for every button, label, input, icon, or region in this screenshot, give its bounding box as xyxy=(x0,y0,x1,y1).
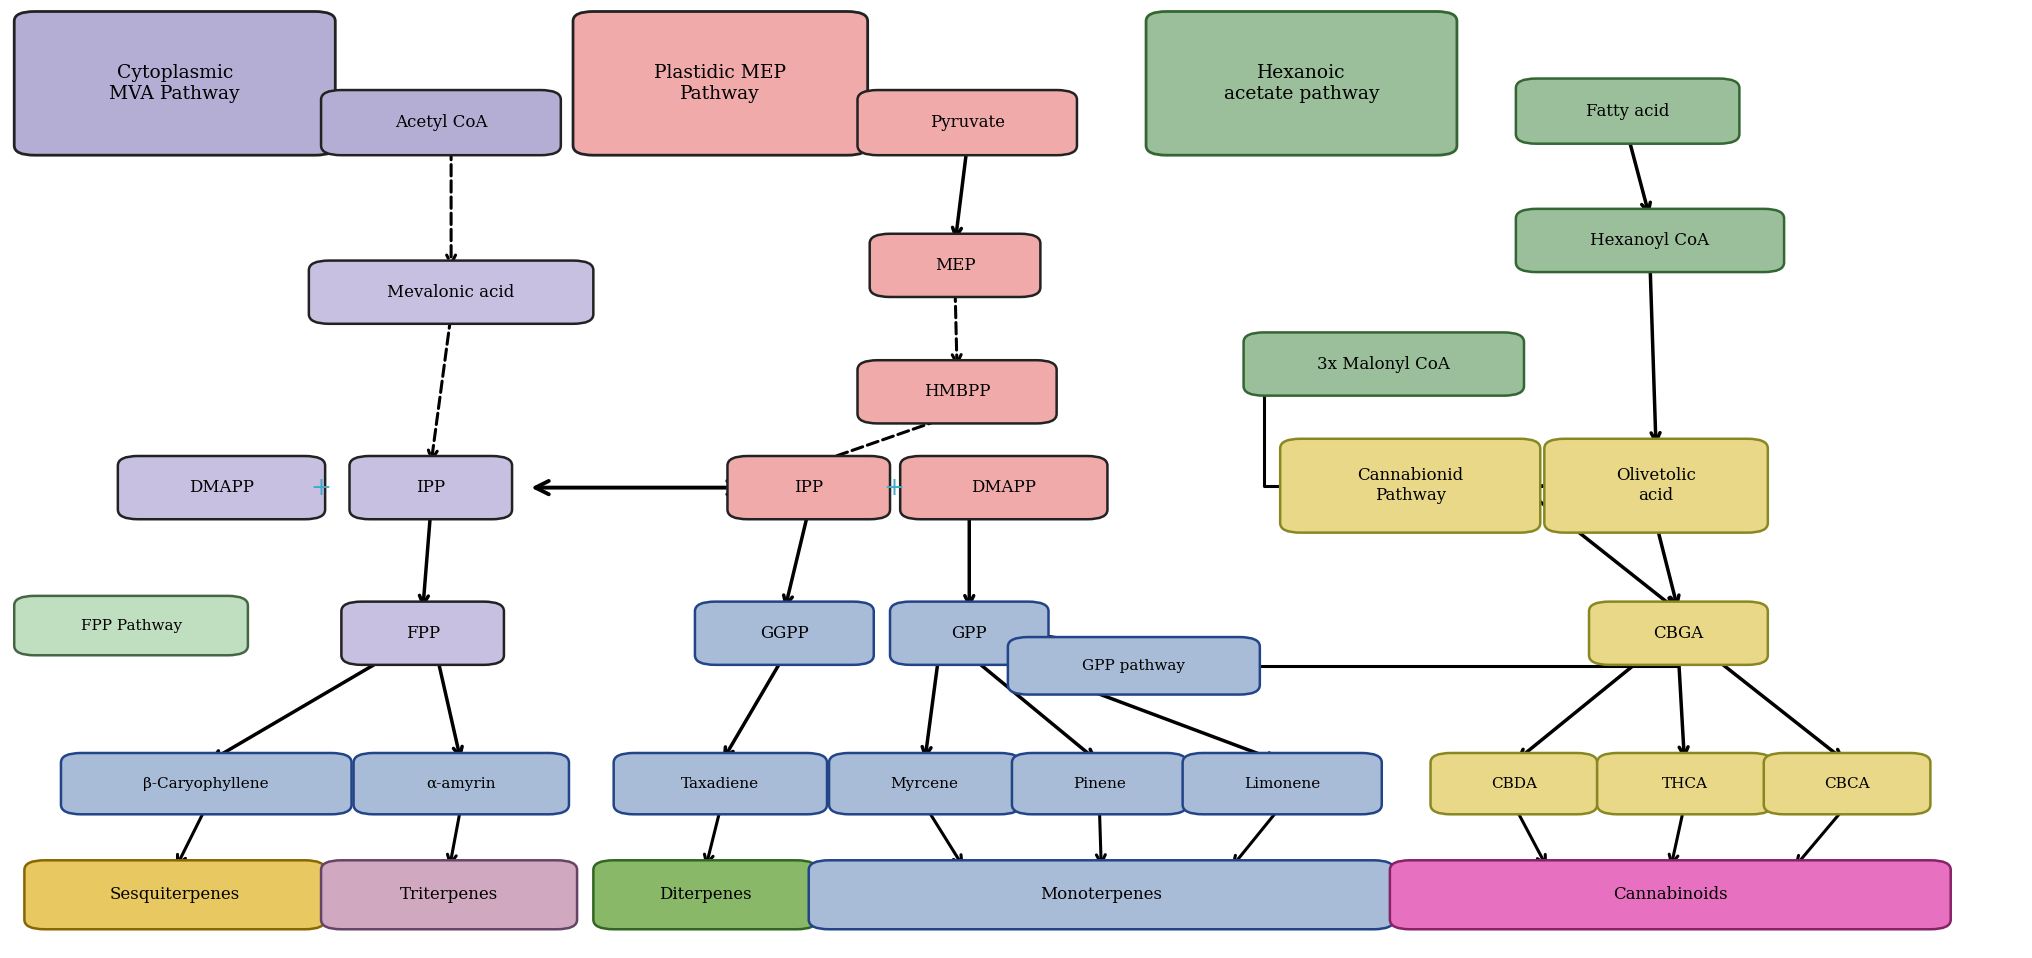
Text: GPP: GPP xyxy=(951,625,988,642)
Text: Taxadiene: Taxadiene xyxy=(681,777,760,790)
FancyBboxPatch shape xyxy=(1146,11,1457,155)
Text: Limonene: Limonene xyxy=(1244,777,1321,790)
FancyBboxPatch shape xyxy=(829,753,1020,814)
Text: HMBPP: HMBPP xyxy=(925,383,990,400)
Text: FPP Pathway: FPP Pathway xyxy=(81,619,181,632)
Text: Diterpenes: Diterpenes xyxy=(658,886,752,903)
Text: Myrcene: Myrcene xyxy=(890,777,959,790)
Text: DMAPP: DMAPP xyxy=(189,479,254,496)
FancyBboxPatch shape xyxy=(1012,753,1187,814)
FancyBboxPatch shape xyxy=(890,602,1049,665)
FancyBboxPatch shape xyxy=(309,261,593,324)
FancyBboxPatch shape xyxy=(350,456,512,519)
FancyBboxPatch shape xyxy=(593,860,817,929)
Text: Pinene: Pinene xyxy=(1073,777,1126,790)
Text: DMAPP: DMAPP xyxy=(971,479,1036,496)
Text: Olivetolic
acid: Olivetolic acid xyxy=(1615,468,1697,504)
Text: Cytoplasmic
MVA Pathway: Cytoplasmic MVA Pathway xyxy=(110,64,240,103)
FancyBboxPatch shape xyxy=(1183,753,1382,814)
FancyBboxPatch shape xyxy=(1008,637,1260,695)
FancyBboxPatch shape xyxy=(1390,860,1951,929)
Text: Triterpenes: Triterpenes xyxy=(400,886,498,903)
Text: GGPP: GGPP xyxy=(760,625,809,642)
Text: +: + xyxy=(311,475,331,500)
Text: Pyruvate: Pyruvate xyxy=(931,114,1004,131)
Text: CBDA: CBDA xyxy=(1491,777,1536,790)
FancyBboxPatch shape xyxy=(1431,753,1597,814)
Text: 3x Malonyl CoA: 3x Malonyl CoA xyxy=(1317,355,1451,373)
Text: α-amyrin: α-amyrin xyxy=(427,777,496,790)
Text: Hexanoyl CoA: Hexanoyl CoA xyxy=(1591,232,1709,249)
FancyBboxPatch shape xyxy=(61,753,352,814)
Text: IPP: IPP xyxy=(795,479,823,496)
FancyBboxPatch shape xyxy=(321,860,577,929)
FancyBboxPatch shape xyxy=(354,753,569,814)
Text: Cannabinoids: Cannabinoids xyxy=(1613,886,1727,903)
FancyBboxPatch shape xyxy=(858,90,1077,155)
Text: Mevalonic acid: Mevalonic acid xyxy=(388,284,514,301)
FancyBboxPatch shape xyxy=(809,860,1394,929)
FancyBboxPatch shape xyxy=(1516,209,1784,272)
Text: Plastidic MEP
Pathway: Plastidic MEP Pathway xyxy=(654,64,786,103)
FancyBboxPatch shape xyxy=(1544,439,1768,533)
Text: GPP pathway: GPP pathway xyxy=(1083,659,1185,673)
FancyBboxPatch shape xyxy=(614,753,827,814)
FancyBboxPatch shape xyxy=(900,456,1107,519)
FancyBboxPatch shape xyxy=(695,602,874,665)
Text: Acetyl CoA: Acetyl CoA xyxy=(394,114,488,131)
Text: MEP: MEP xyxy=(935,257,975,274)
FancyBboxPatch shape xyxy=(118,456,325,519)
Text: +: + xyxy=(884,475,904,500)
FancyBboxPatch shape xyxy=(341,602,504,665)
FancyBboxPatch shape xyxy=(1280,439,1540,533)
FancyBboxPatch shape xyxy=(573,11,868,155)
FancyBboxPatch shape xyxy=(1589,602,1768,665)
FancyBboxPatch shape xyxy=(1516,79,1739,144)
FancyBboxPatch shape xyxy=(321,90,561,155)
Text: THCA: THCA xyxy=(1662,777,1707,790)
FancyBboxPatch shape xyxy=(870,234,1040,297)
FancyBboxPatch shape xyxy=(1244,332,1524,396)
FancyBboxPatch shape xyxy=(1764,753,1930,814)
FancyBboxPatch shape xyxy=(727,456,890,519)
FancyBboxPatch shape xyxy=(1597,753,1772,814)
FancyBboxPatch shape xyxy=(14,11,335,155)
Text: IPP: IPP xyxy=(417,479,445,496)
Text: Cannabionid
Pathway: Cannabionid Pathway xyxy=(1357,468,1463,504)
Text: FPP: FPP xyxy=(406,625,439,642)
Text: Monoterpenes: Monoterpenes xyxy=(1040,886,1162,903)
Text: Sesquiterpenes: Sesquiterpenes xyxy=(110,886,240,903)
Text: CBCA: CBCA xyxy=(1825,777,1869,790)
Text: β-Caryophyllene: β-Caryophyllene xyxy=(144,777,268,790)
Text: Hexanoic
acetate pathway: Hexanoic acetate pathway xyxy=(1223,64,1380,103)
FancyBboxPatch shape xyxy=(24,860,325,929)
Text: Fatty acid: Fatty acid xyxy=(1585,103,1670,120)
Text: CBGA: CBGA xyxy=(1654,625,1703,642)
FancyBboxPatch shape xyxy=(14,596,248,655)
FancyBboxPatch shape xyxy=(858,360,1057,423)
